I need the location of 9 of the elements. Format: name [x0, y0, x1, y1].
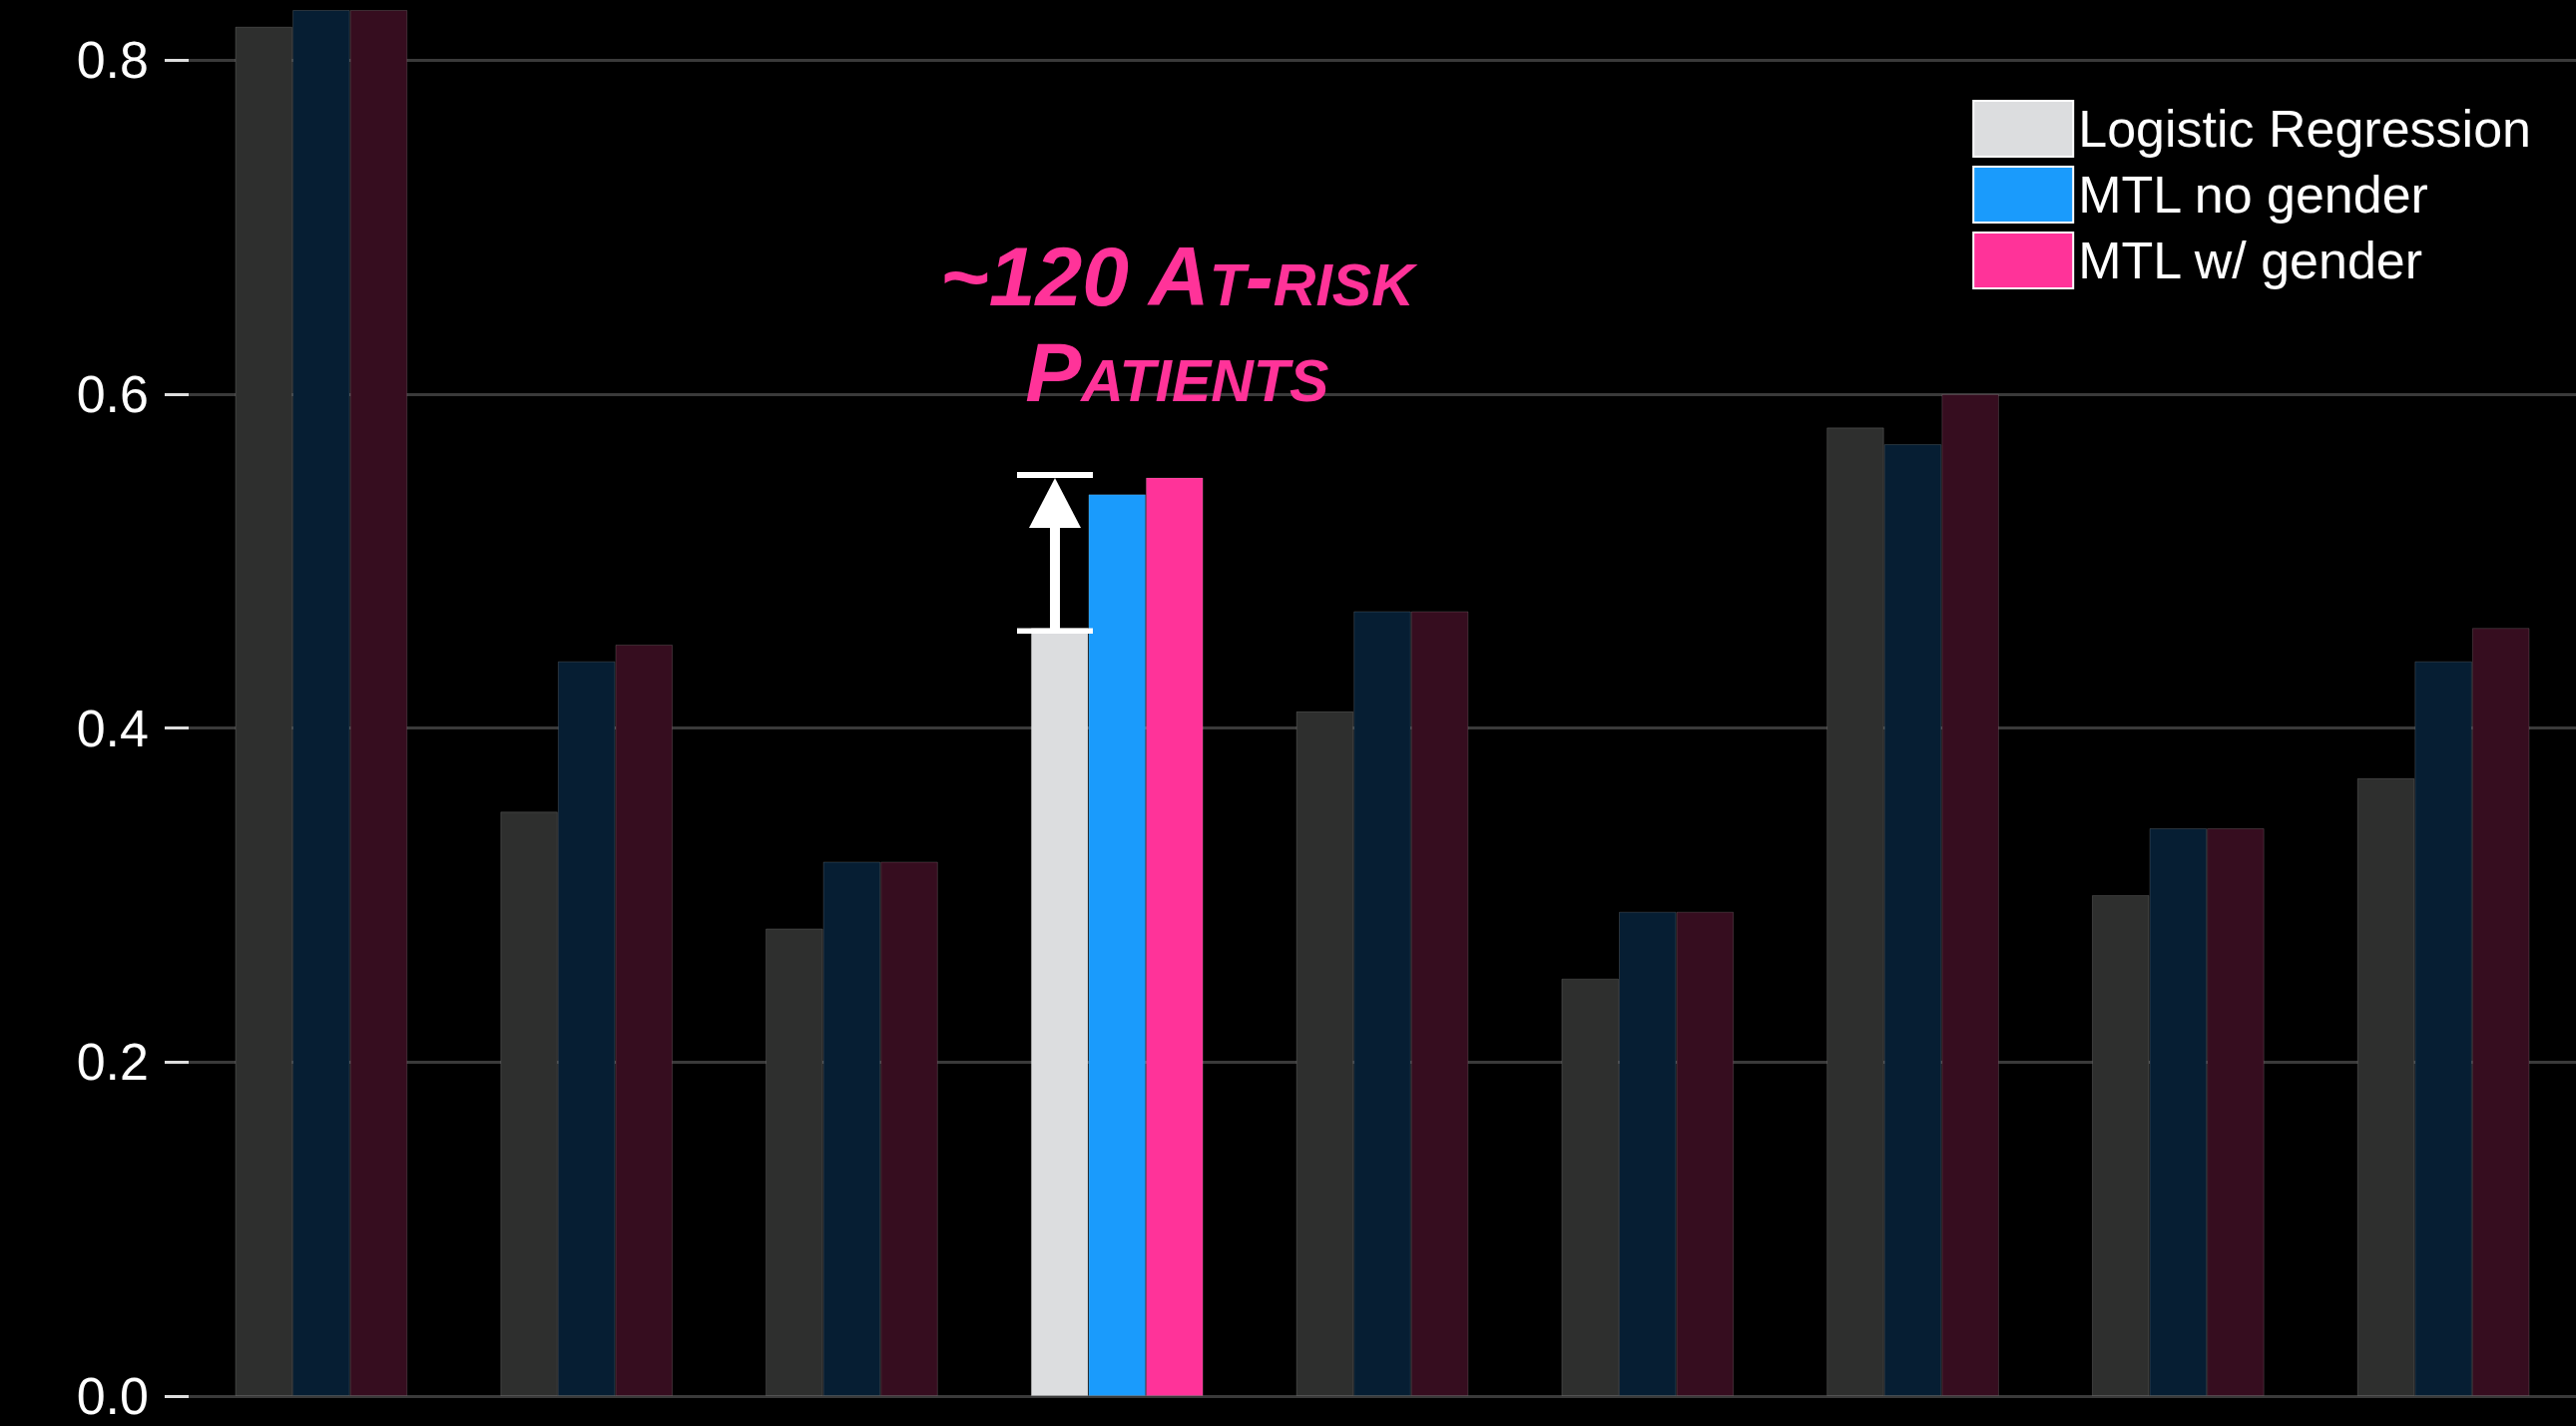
legend-label: Logistic Regression — [2078, 100, 2531, 158]
y-tick-label: 0.4 — [76, 699, 149, 757]
legend-label: MTL w/ gender — [2078, 232, 2423, 289]
y-tick-label: 0.6 — [76, 364, 149, 423]
y-tick-label: 0.2 — [76, 1033, 149, 1092]
legend-label: MTL no gender — [2078, 166, 2428, 224]
y-tick-label: 0.0 — [76, 1367, 149, 1425]
annotation: ~120 At-risk Patients — [938, 228, 1418, 420]
y-tick-label: 0.8 — [76, 31, 149, 90]
